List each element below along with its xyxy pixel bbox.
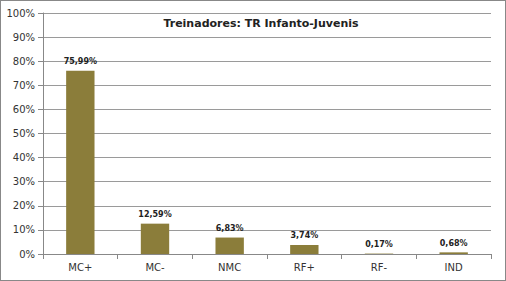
svg-text:0,17%: 0,17% [365,240,393,249]
svg-text:12,59%: 12,59% [138,210,171,219]
svg-text:RF-: RF- [371,262,388,273]
svg-text:6,83%: 6,83% [216,224,244,233]
svg-text:IND: IND [445,262,463,273]
svg-text:MC-: MC- [145,262,165,273]
svg-text:MC+: MC+ [68,262,92,273]
svg-text:80%: 80% [13,56,35,67]
svg-text:20%: 20% [13,200,35,211]
svg-text:50%: 50% [13,128,35,139]
svg-text:0,68%: 0,68% [440,239,468,248]
svg-text:NMC: NMC [218,262,241,273]
svg-text:10%: 10% [13,224,35,235]
svg-text:Treinadores: TR Infanto-Juveni: Treinadores: TR Infanto-Juvenis [163,17,359,30]
svg-text:90%: 90% [13,32,35,43]
svg-text:40%: 40% [13,152,35,163]
svg-text:60%: 60% [13,104,35,115]
svg-text:70%: 70% [13,80,35,91]
svg-text:0%: 0% [19,249,35,260]
svg-text:75,99%: 75,99% [64,57,97,66]
svg-text:30%: 30% [13,176,35,187]
svg-text:RF+: RF+ [294,262,315,273]
svg-text:3,74%: 3,74% [290,231,318,240]
svg-text:100%: 100% [6,8,35,19]
